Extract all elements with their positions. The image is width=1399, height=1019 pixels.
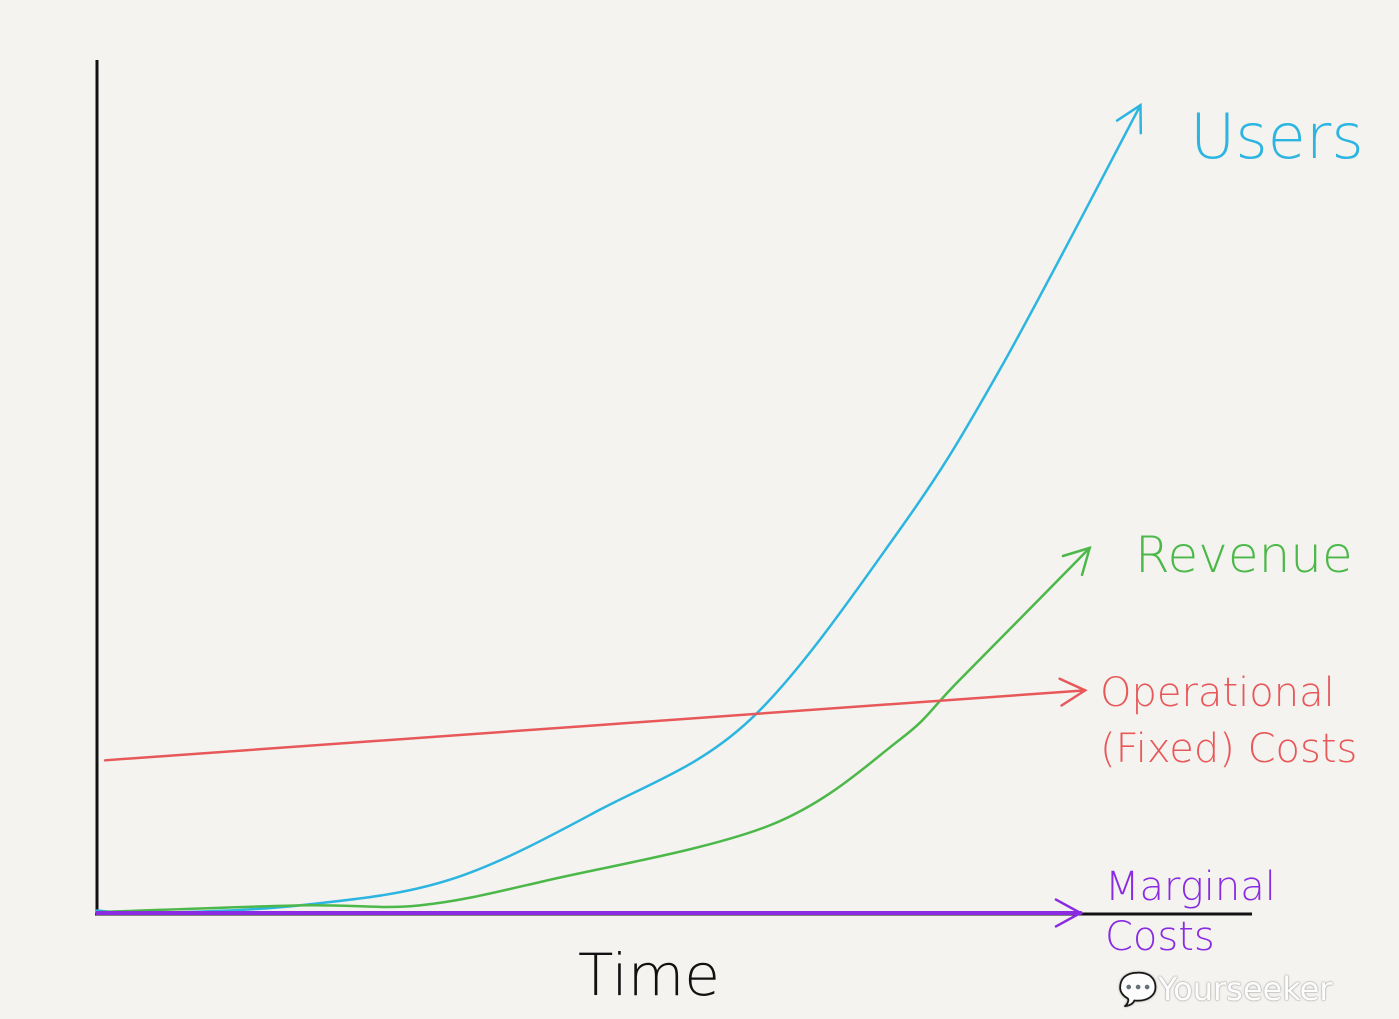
series-label: Revenue (1135, 526, 1353, 584)
arrowhead-icon (1061, 546, 1092, 577)
series-label: Costs (1105, 914, 1215, 960)
series-label: Marginal (1105, 864, 1276, 910)
watermark: 💬Yourseeker (1118, 970, 1333, 1008)
x-axis-label: Time (578, 941, 720, 1009)
series-line-0 (95, 103, 1142, 915)
arrowhead-icon (1054, 898, 1084, 928)
series-line-2 (103, 689, 1087, 762)
arrowhead-icon (1115, 102, 1143, 135)
wechat-icon: 💬 (1118, 970, 1158, 1008)
series-label: Users (1190, 100, 1364, 173)
arrowhead-icon (1058, 677, 1088, 707)
series-line-1 (95, 546, 1091, 914)
series-label: (Fixed) Costs (1100, 726, 1357, 772)
series-label: Operational (1100, 670, 1335, 716)
